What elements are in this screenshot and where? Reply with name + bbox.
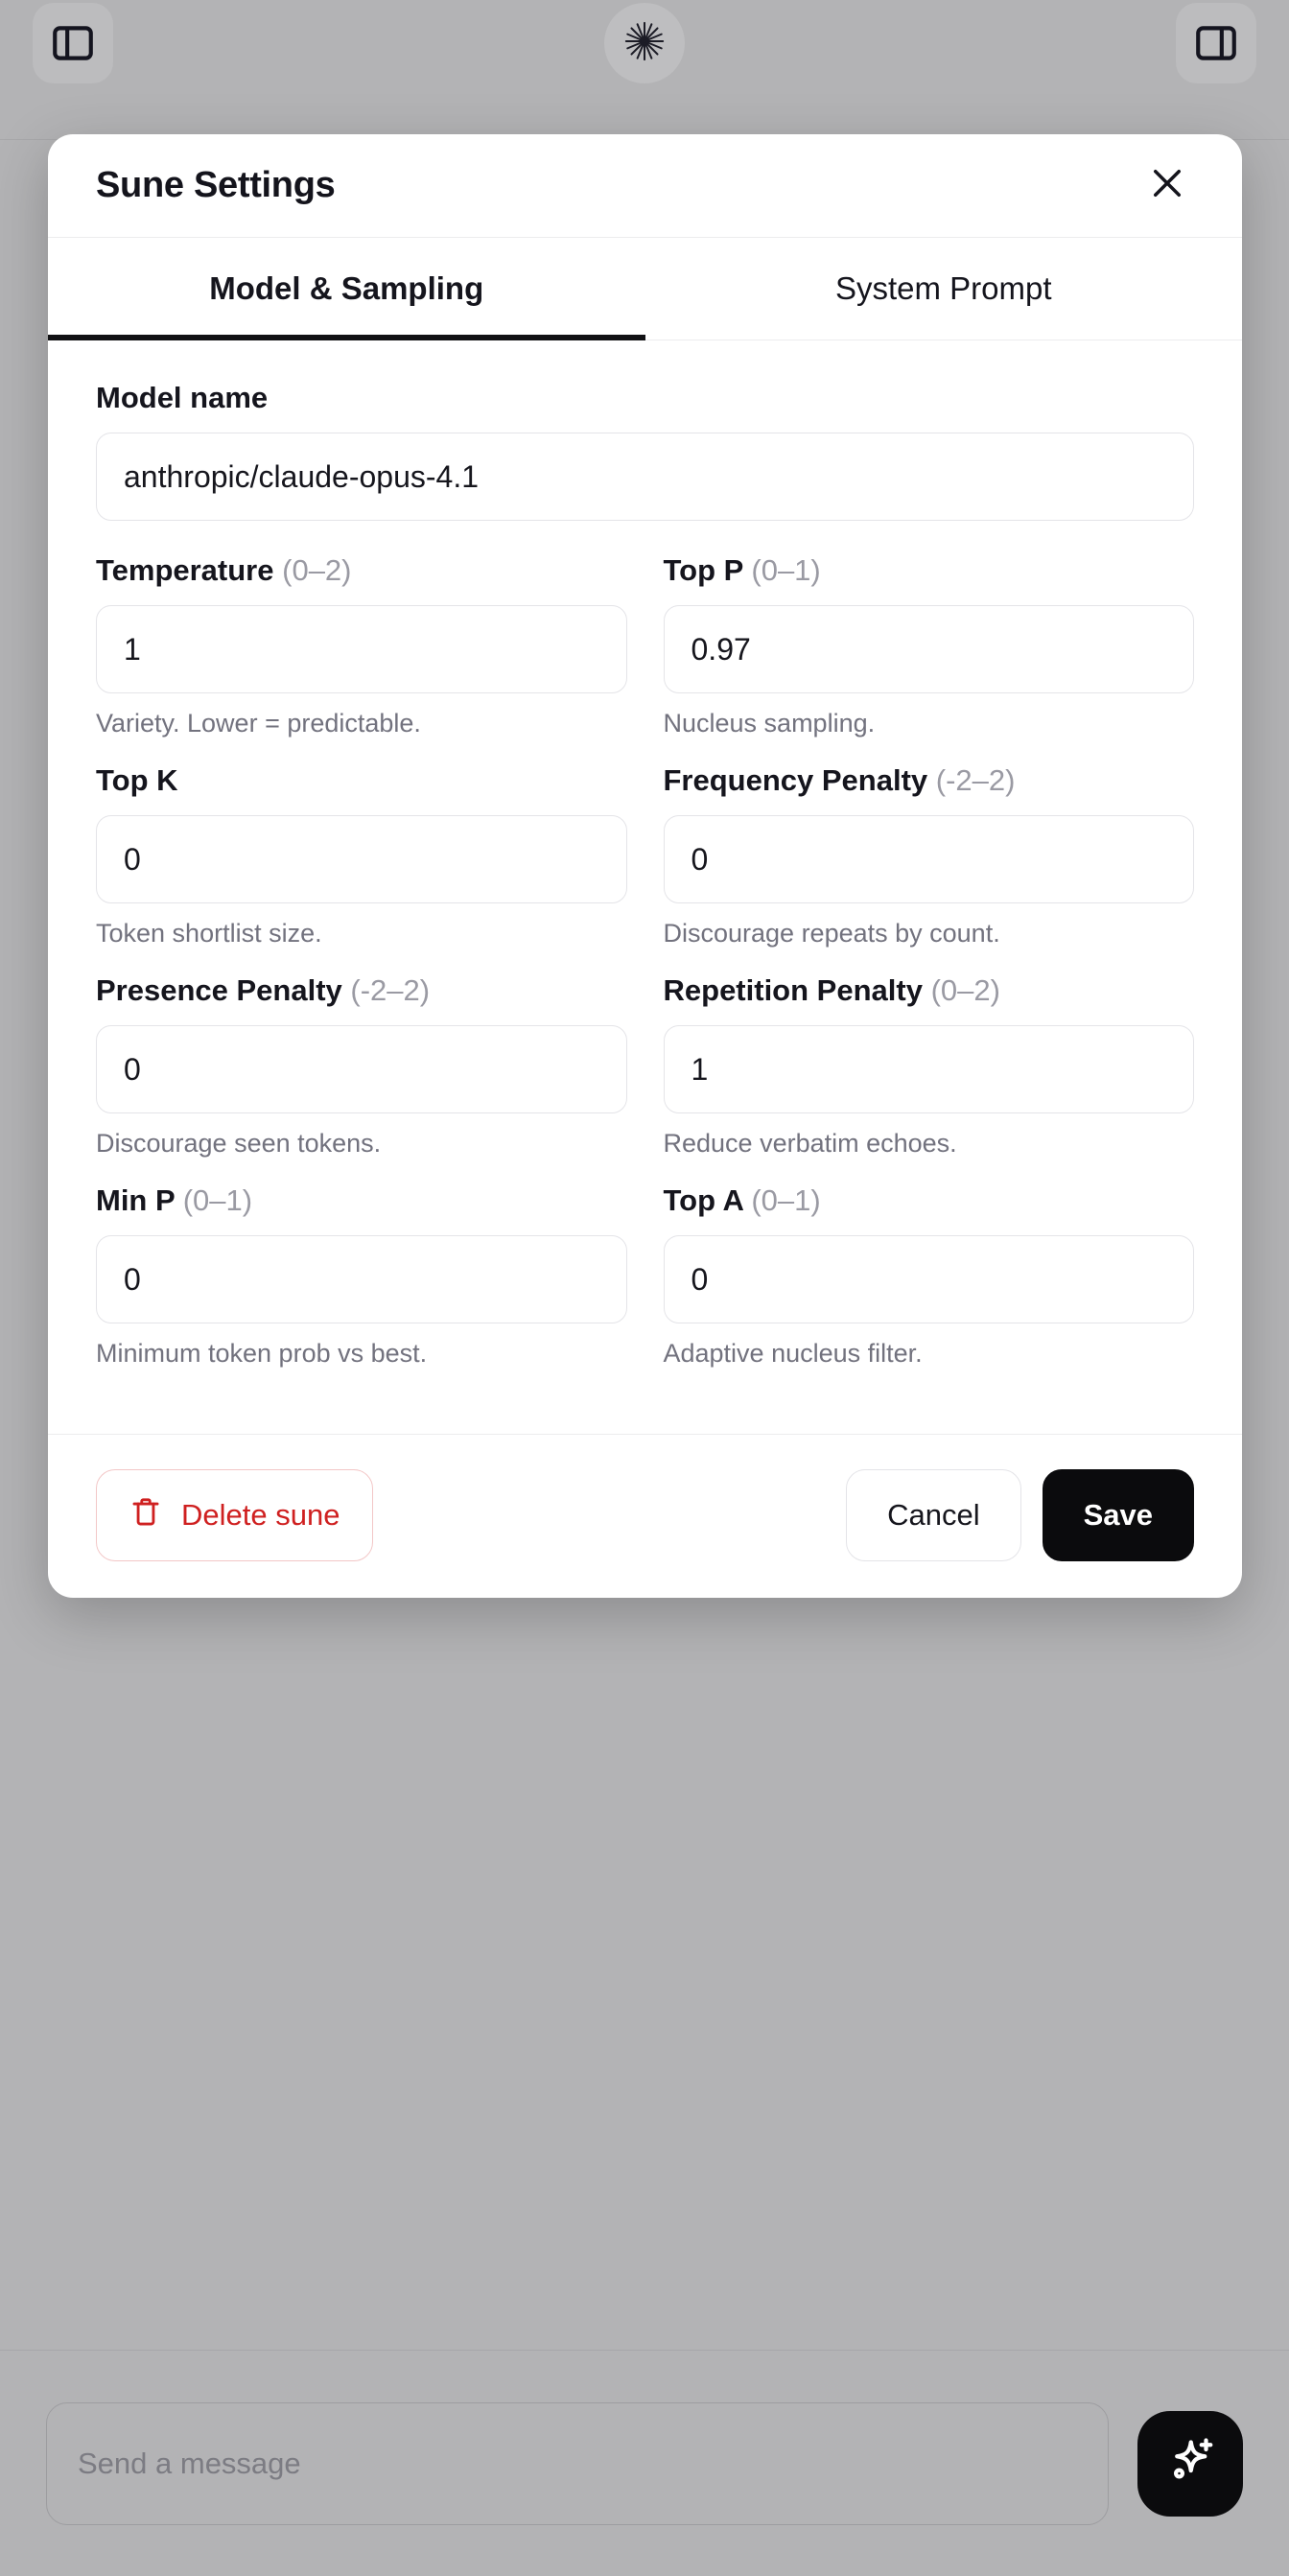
close-modal-button[interactable]: [1140, 159, 1194, 213]
page-title: Sune Settings: [96, 165, 336, 205]
param-help: Discourage repeats by count.: [663, 919, 1000, 948]
tab-label: System Prompt: [834, 270, 1052, 306]
param-label-text: Top P: [663, 553, 743, 587]
param-frequency-penalty: Frequency Penalty (-2–2) Discourage repe…: [663, 763, 1195, 948]
cancel-button[interactable]: Cancel: [846, 1469, 1021, 1561]
param-label: Presence Penalty (-2–2): [96, 973, 627, 1008]
param-label-text: Min P: [96, 1183, 176, 1217]
toggle-right-sidebar-button[interactable]: [1176, 3, 1256, 83]
param-top-p: Top P (0–1) Nucleus sampling.: [663, 553, 1195, 738]
modal-header: Sune Settings: [48, 134, 1242, 238]
param-label-text: Presence Penalty: [96, 973, 342, 1007]
param-help: Token shortlist size.: [96, 919, 322, 948]
param-label-text: Frequency Penalty: [663, 763, 928, 797]
param-input-presence-penalty[interactable]: [96, 1025, 627, 1113]
panel-left-icon: [49, 19, 97, 67]
param-input-frequency-penalty[interactable]: [663, 815, 1194, 903]
tab-system-prompt[interactable]: System Prompt: [645, 238, 1243, 340]
param-label: Top A (0–1): [664, 1183, 1195, 1218]
param-range: (0–2): [282, 553, 352, 587]
sune-settings-modal: Sune Settings Model & Sampling System Pr…: [48, 134, 1242, 1598]
message-input-placeholder: Send a message: [78, 2446, 301, 2480]
save-label: Save: [1083, 1498, 1153, 1532]
close-icon: [1147, 163, 1187, 208]
modal-body: Model name Temperature (0–2) Variety. Lo…: [48, 340, 1242, 1434]
footer-actions: Cancel Save: [846, 1469, 1194, 1561]
param-input-min-p[interactable]: [96, 1235, 627, 1323]
param-label: Temperature (0–2): [96, 553, 627, 588]
settings-tabs: Model & Sampling System Prompt: [48, 238, 1242, 340]
param-input-temperature[interactable]: [96, 605, 627, 693]
parameters-grid: Temperature (0–2) Variety. Lower = predi…: [96, 553, 1194, 1393]
param-range: (-2–2): [350, 973, 431, 1007]
modal-footer: Delete sune Cancel Save: [48, 1434, 1242, 1598]
starburst-icon: [622, 19, 667, 68]
trash-icon: [129, 1495, 162, 1535]
param-label: Top K: [96, 763, 627, 798]
param-label-text: Temperature: [96, 553, 274, 587]
panel-right-icon: [1192, 19, 1240, 67]
param-label: Frequency Penalty (-2–2): [664, 763, 1195, 798]
param-label: Repetition Penalty (0–2): [664, 973, 1195, 1008]
param-temperature: Temperature (0–2) Variety. Lower = predi…: [96, 553, 627, 738]
delete-sune-label: Delete sune: [181, 1498, 340, 1532]
param-help: Variety. Lower = predictable.: [96, 709, 421, 738]
param-input-top-k[interactable]: [96, 815, 627, 903]
app-logo-button[interactable]: [604, 3, 685, 83]
param-range: (0–2): [930, 973, 1000, 1007]
app-topbar: [0, 0, 1289, 140]
send-message-button[interactable]: [1137, 2410, 1243, 2517]
model-name-field: Model name: [96, 381, 1194, 521]
tab-model-and-sampling[interactable]: Model & Sampling: [48, 238, 645, 340]
sparkle-plus-icon: [1161, 2432, 1219, 2494]
param-input-top-a[interactable]: [663, 1235, 1194, 1323]
param-presence-penalty: Presence Penalty (-2–2) Discourage seen …: [96, 973, 627, 1159]
param-help: Discourage seen tokens.: [96, 1129, 382, 1158]
param-help: Nucleus sampling.: [663, 709, 876, 738]
message-composer: Send a message: [0, 2350, 1289, 2576]
param-label: Min P (0–1): [96, 1183, 627, 1218]
param-min-p: Min P (0–1) Minimum token prob vs best.: [96, 1183, 627, 1369]
param-help: Reduce verbatim echoes.: [663, 1129, 957, 1158]
param-range: (0–1): [751, 1183, 821, 1217]
param-label-text: Top K: [96, 763, 178, 797]
param-label-text: Repetition Penalty: [663, 973, 923, 1007]
param-help: Adaptive nucleus filter.: [663, 1339, 923, 1368]
delete-sune-button[interactable]: Delete sune: [96, 1469, 374, 1561]
cancel-label: Cancel: [887, 1498, 980, 1532]
param-repetition-penalty: Repetition Penalty (0–2) Reduce verbatim…: [663, 973, 1195, 1159]
param-help: Minimum token prob vs best.: [96, 1339, 428, 1368]
param-top-k: Top K Token shortlist size.: [96, 763, 627, 948]
param-input-top-p[interactable]: [663, 605, 1194, 693]
tab-label: Model & Sampling: [209, 270, 484, 306]
model-name-input[interactable]: [96, 433, 1194, 521]
param-label: Top P (0–1): [664, 553, 1195, 588]
param-top-a: Top A (0–1) Adaptive nucleus filter.: [663, 1183, 1195, 1369]
param-range: (0–1): [182, 1183, 253, 1217]
toggle-left-sidebar-button[interactable]: [33, 3, 113, 83]
message-input[interactable]: Send a message: [46, 2401, 1109, 2525]
save-button[interactable]: Save: [1042, 1469, 1194, 1561]
param-input-repetition-penalty[interactable]: [663, 1025, 1194, 1113]
model-name-label: Model name: [96, 381, 269, 414]
param-range: (-2–2): [935, 763, 1016, 797]
param-label-text: Top A: [663, 1183, 743, 1217]
param-range: (0–1): [751, 553, 821, 587]
